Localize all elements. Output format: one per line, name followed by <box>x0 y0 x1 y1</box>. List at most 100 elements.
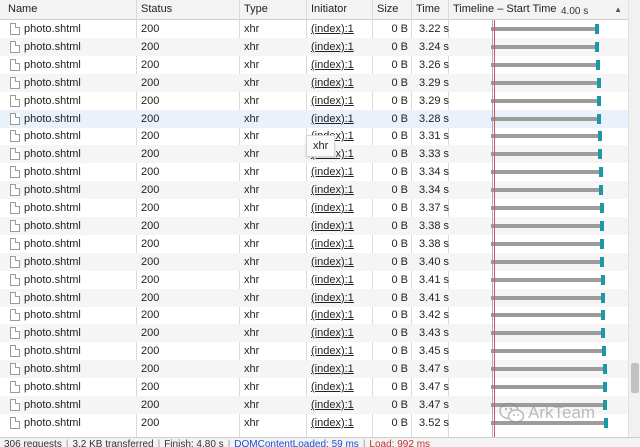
request-name[interactable]: photo.shtml <box>24 381 81 393</box>
request-row[interactable]: photo.shtml 200 xhr (index):1 0 B 3.40 s <box>0 252 628 271</box>
request-name[interactable]: photo.shtml <box>24 255 81 268</box>
request-row[interactable]: photo.shtml 200 xhr (index):1 0 B 3.29 s <box>0 92 628 110</box>
request-initiator-link[interactable]: (index):1 <box>311 398 354 411</box>
timeline-download-bar <box>602 382 607 392</box>
request-initiator-link[interactable]: (index):1 <box>311 76 354 89</box>
request-status: 200 <box>141 416 160 429</box>
request-row[interactable]: photo.shtml 200 xhr (index):1 0 B 3.28 s <box>0 109 628 128</box>
request-initiator-link[interactable]: (index):1 <box>311 94 354 107</box>
request-name[interactable]: photo.shtml <box>24 94 81 107</box>
request-initiator-link[interactable]: (index):1 <box>311 416 354 429</box>
scrollbar-thumb[interactable] <box>631 363 639 393</box>
request-status: 200 <box>141 58 160 71</box>
request-status: 200 <box>141 23 160 35</box>
request-time: 3.29 s <box>419 94 449 107</box>
request-row[interactable]: photo.shtml 200 xhr (index):1 0 B 3.47 s <box>0 395 628 414</box>
request-name[interactable]: photo.shtml <box>24 327 81 340</box>
request-type: xhr <box>244 40 260 53</box>
timeline-download-bar <box>600 292 605 303</box>
request-status: 200 <box>141 327 160 340</box>
request-name[interactable]: photo.shtml <box>24 273 81 286</box>
document-icon <box>10 219 20 232</box>
request-name[interactable]: photo.shtml <box>24 237 81 250</box>
request-name[interactable]: photo.shtml <box>24 40 81 53</box>
request-name[interactable]: photo.shtml <box>24 23 81 35</box>
tooltip: xhr <box>306 135 336 157</box>
request-row[interactable]: photo.shtml 200 xhr (index):1 0 B 3.29 s <box>0 73 628 92</box>
request-row[interactable]: photo.shtml 200 xhr (index):1 0 B 3.34 s <box>0 163 628 181</box>
request-initiator-link[interactable]: (index):1 <box>311 291 354 304</box>
request-row[interactable]: photo.shtml 200 xhr (index):1 0 B 3.24 s <box>0 37 628 56</box>
request-row[interactable]: photo.shtml 200 xhr (index):1 0 B 3.52 s <box>0 414 628 432</box>
request-initiator-link[interactable]: (index):1 <box>311 363 354 376</box>
request-initiator-link[interactable]: (index):1 <box>311 255 354 268</box>
request-initiator-link[interactable]: (index):1 <box>311 112 354 125</box>
vertical-scrollbar[interactable] <box>628 0 640 437</box>
column-header-initiator[interactable]: Initiator <box>311 3 348 15</box>
column-header-size[interactable]: Size <box>377 3 399 15</box>
document-icon <box>10 309 20 322</box>
column-header-type[interactable]: Type <box>244 3 268 15</box>
document-icon <box>10 416 20 429</box>
request-initiator-link[interactable]: (index):1 <box>311 23 354 35</box>
request-row[interactable]: photo.shtml 200 xhr (index):1 0 B 3.42 s <box>0 306 628 324</box>
request-initiator-link[interactable]: (index):1 <box>311 237 354 250</box>
request-row[interactable]: photo.shtml 200 xhr (index):1 0 B 3.47 s <box>0 360 628 379</box>
request-initiator-link[interactable]: (index):1 <box>311 40 354 53</box>
request-size: 0 B <box>391 273 408 286</box>
request-initiator-link[interactable]: (index):1 <box>311 273 354 286</box>
request-name[interactable]: photo.shtml <box>24 58 81 71</box>
request-name[interactable]: photo.shtml <box>24 291 81 304</box>
request-row[interactable]: photo.shtml 200 xhr (index):1 0 B 3.41 s <box>0 288 628 307</box>
request-time: 3.38 s <box>419 237 449 250</box>
request-name[interactable]: photo.shtml <box>24 184 81 197</box>
column-header-time[interactable]: Time <box>416 3 441 15</box>
request-initiator-link[interactable]: (index):1 <box>311 58 354 71</box>
request-name[interactable]: photo.shtml <box>24 398 81 411</box>
request-size: 0 B <box>391 40 408 53</box>
request-initiator-link[interactable]: (index):1 <box>311 219 354 232</box>
request-row[interactable]: photo.shtml 200 xhr (index):1 0 B 3.34 s <box>0 181 628 200</box>
request-initiator-link[interactable]: (index):1 <box>311 381 354 393</box>
request-initiator-link[interactable]: (index):1 <box>311 166 354 179</box>
request-name[interactable]: photo.shtml <box>24 219 81 232</box>
request-row[interactable]: photo.shtml 200 xhr (index):1 0 B 3.45 s <box>0 342 628 360</box>
request-name[interactable]: photo.shtml <box>24 363 81 376</box>
request-size: 0 B <box>391 58 408 71</box>
request-name[interactable]: photo.shtml <box>24 202 81 214</box>
request-initiator-link[interactable]: (index):1 <box>311 184 354 197</box>
request-name[interactable]: photo.shtml <box>24 309 81 322</box>
request-type: xhr <box>244 130 260 143</box>
request-row[interactable]: photo.shtml 200 xhr (index):1 0 B 3.37 s <box>0 199 628 217</box>
request-size: 0 B <box>391 219 408 232</box>
request-row[interactable]: photo.shtml 200 xhr (index):1 0 B 3.38 s <box>0 235 628 253</box>
timeline-download-bar <box>597 131 602 142</box>
request-row[interactable]: photo.shtml 200 xhr (index):1 0 B 3.47 s <box>0 378 628 396</box>
request-name[interactable]: photo.shtml <box>24 166 81 179</box>
column-header-status[interactable]: Status <box>141 3 173 15</box>
request-name[interactable]: photo.shtml <box>24 130 81 143</box>
request-name[interactable]: photo.shtml <box>24 416 81 429</box>
column-header-timeline[interactable]: Timeline – Start Time <box>453 3 557 15</box>
column-header-name[interactable]: Name <box>8 3 38 15</box>
request-initiator-link[interactable]: (index):1 <box>311 309 354 322</box>
request-initiator-link[interactable]: (index):1 <box>311 327 354 340</box>
request-name[interactable]: photo.shtml <box>24 76 81 89</box>
request-row[interactable]: photo.shtml 200 xhr (index):1 0 B 3.41 s <box>0 271 628 289</box>
request-size: 0 B <box>391 112 408 125</box>
timeline-download-bar <box>599 203 604 213</box>
request-name[interactable]: photo.shtml <box>24 345 81 358</box>
request-time: 3.34 s <box>419 184 449 197</box>
timeline-download-bar <box>595 41 600 52</box>
request-row[interactable]: photo.shtml 200 xhr (index):1 0 B 3.26 s <box>0 56 628 74</box>
request-name[interactable]: photo.shtml <box>24 112 81 125</box>
request-name[interactable]: photo.shtml <box>24 148 81 161</box>
request-initiator-link[interactable]: (index):1 <box>311 345 354 358</box>
request-row[interactable]: photo.shtml 200 xhr (index):1 0 B 3.43 s <box>0 324 628 343</box>
request-initiator-link[interactable]: (index):1 <box>311 202 354 214</box>
sort-ascending-icon[interactable]: ▲ <box>614 5 622 14</box>
request-size: 0 B <box>391 255 408 268</box>
request-row[interactable]: photo.shtml 200 xhr (index):1 0 B 3.22 s <box>0 20 628 38</box>
request-row[interactable]: photo.shtml 200 xhr (index):1 0 B 3.38 s <box>0 216 628 235</box>
